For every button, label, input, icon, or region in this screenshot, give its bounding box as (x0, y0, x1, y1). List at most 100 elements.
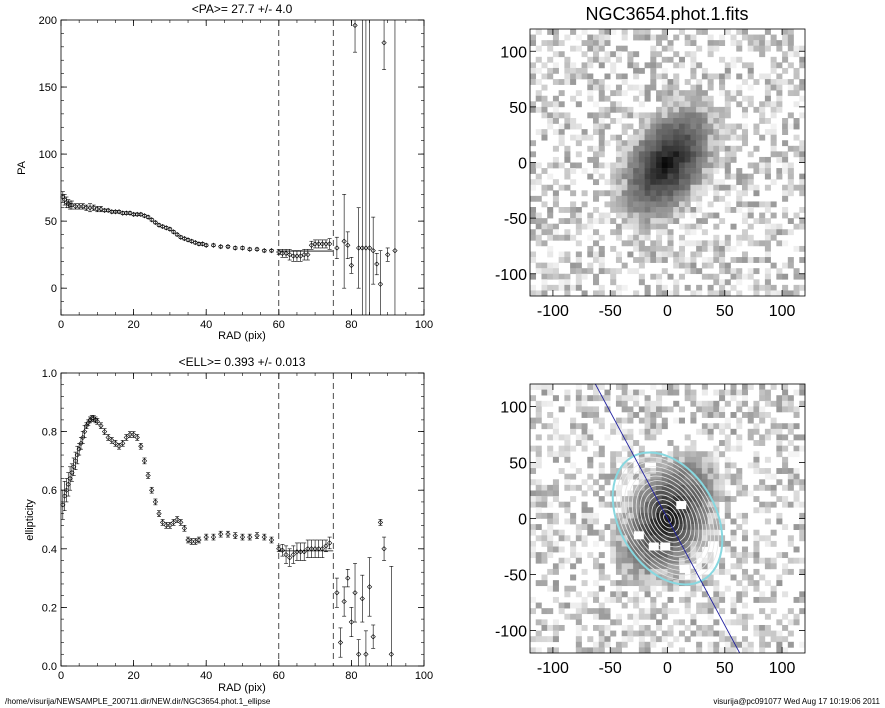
ell-data-point (101, 428, 108, 435)
fit-pixel (547, 490, 554, 497)
fits-pixel (719, 145, 726, 152)
fit-pixel (564, 585, 571, 592)
fit-pixel (782, 462, 789, 469)
fits-pixel (570, 218, 577, 224)
fits-pixel (598, 290, 605, 297)
fits-ytick-label: 50 (509, 100, 527, 117)
fit-pixel (644, 574, 651, 581)
fits-pixel (690, 34, 697, 41)
footer-file-path: /home/visurija/NEWSAMPLE_200711.dir/NEW.… (5, 697, 271, 706)
fits-pixel (656, 73, 663, 80)
fits-pixel (552, 195, 559, 202)
fit-pixel (678, 518, 685, 525)
fit-pixel (530, 647, 537, 654)
fit-pixel (690, 400, 697, 407)
fits-pixel (701, 218, 708, 224)
fits-pixel (535, 79, 542, 85)
fits-pixel (707, 168, 714, 174)
fits-pixel (667, 207, 674, 213)
fit-pixel (644, 563, 651, 570)
pa-data-point (326, 241, 333, 247)
fits-pixel (678, 240, 685, 247)
fits-pixel (564, 56, 571, 63)
fit-pixel (604, 630, 611, 637)
fit-pixel (627, 529, 634, 536)
fits-pixel (547, 184, 554, 191)
fits-pixel (547, 273, 554, 280)
fit-pixel (587, 395, 594, 402)
fits-pixel (678, 101, 685, 108)
fit-pixel (736, 596, 743, 603)
fits-pixel (535, 223, 542, 230)
fits-pixel (724, 101, 731, 108)
fit-pixel (673, 568, 680, 575)
fits-pixel (696, 268, 703, 275)
fit-pixel (793, 468, 800, 474)
fit-pixel (530, 417, 537, 424)
fit-pixel (575, 395, 582, 402)
fit-pixel (604, 636, 611, 643)
fits-pixel (764, 207, 771, 213)
fit-pixel (581, 445, 588, 452)
fit-pixel (707, 647, 714, 654)
fit-pixel (610, 619, 617, 626)
fit-pixel (593, 540, 600, 547)
fit-pixel (598, 423, 605, 430)
fit-pixel (793, 546, 800, 553)
fit-pixel (753, 552, 760, 559)
fits-pixel (581, 168, 588, 174)
fit-pixel (638, 647, 645, 654)
fits-pixel (638, 179, 645, 186)
fit-pixel (667, 535, 674, 542)
fits-pixel (696, 184, 703, 191)
fits-pixel (719, 129, 726, 135)
fit-pixel (684, 529, 691, 536)
fits-pixel (564, 112, 571, 119)
fit-pixel (730, 462, 737, 469)
fits-pixel (741, 29, 749, 35)
fit-pixel (673, 563, 680, 570)
fits-pixel (650, 151, 657, 158)
fit-pixel (776, 496, 783, 502)
fits-pixel (667, 90, 674, 97)
fits-pixel (667, 40, 674, 46)
fit-pixel (638, 608, 645, 615)
fit-pixel (633, 518, 640, 525)
fit-pixel (793, 524, 800, 531)
fits-pixel (638, 212, 645, 219)
fits-pixel (633, 112, 640, 119)
fits-pixel (736, 179, 743, 186)
ell-data-point (156, 511, 162, 517)
fits-pixel (650, 245, 657, 252)
fit-pixel (598, 568, 605, 575)
fit-pixel (753, 540, 760, 547)
fits-pixel (707, 284, 714, 291)
fits-pixel (782, 56, 789, 63)
fits-pixel (759, 45, 766, 52)
fit-pixel (673, 479, 680, 486)
fit-pixel (598, 484, 605, 491)
fits-pixel (558, 273, 565, 280)
fits-pixel (650, 62, 657, 69)
fit-pixel (644, 608, 651, 615)
fit-pixel (736, 406, 743, 413)
fit-pixel (793, 473, 800, 480)
fits-pixel (633, 184, 640, 191)
pa-xtick-label: 20 (127, 319, 139, 331)
fits-pixel (604, 162, 611, 169)
fit-pixel (615, 428, 622, 435)
fits-pixel (621, 212, 628, 219)
fit-pixel (719, 518, 726, 525)
fit-pixel (615, 484, 622, 491)
fits-pixel (701, 184, 708, 191)
fit-pixel (621, 580, 628, 587)
fits-pixel (736, 40, 743, 46)
fits-pixel (621, 79, 628, 85)
fit-pixel (736, 423, 743, 430)
fits-pixel (656, 140, 663, 147)
fits-pixel (581, 73, 588, 80)
ell-data-point (181, 525, 188, 531)
fit-pixel (724, 546, 731, 553)
